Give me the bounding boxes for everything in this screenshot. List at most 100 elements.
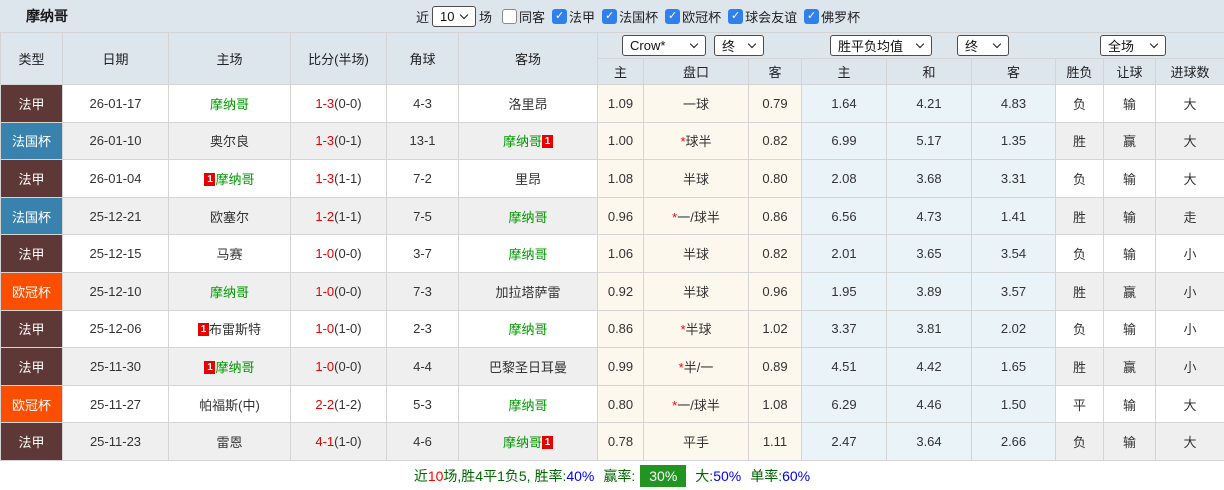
team-name: 马赛: [216, 247, 243, 263]
checkbox-checked-icon[interactable]: ✓: [602, 8, 618, 24]
fulltime-score: 1-2: [315, 208, 335, 224]
checkbox-label: 法国杯: [619, 9, 659, 25]
col-header-home: 主场: [168, 32, 291, 85]
recent-count-select[interactable]: 10: [432, 5, 477, 27]
summary-record: 场,胜4平1负5, 胜率:: [443, 467, 567, 484]
away-team: 摩纳哥 1: [458, 121, 598, 161]
topbar: 摩纳哥 近 10 场 同客 ✓ 法甲 ✓ 法国杯 ✓ 欧冠杯 ✓ 球会友谊 ✓ 佛罗杯: [0, 0, 1224, 32]
corners: 7-5: [386, 196, 459, 236]
avg-draw-odds: 4.21: [886, 84, 972, 123]
score-cell: 1-3(0-1): [290, 121, 387, 161]
league-badge: 法国杯: [0, 196, 63, 236]
chevron-down-icon: [459, 10, 469, 19]
home-team: 1 摩纳哥: [168, 159, 291, 198]
handicap-line: 一/球半: [677, 397, 720, 413]
summary-big-value: 50%: [713, 467, 742, 484]
avg-win-odds: 4.51: [801, 347, 887, 386]
filter-checkbox-item: ✓ 法甲: [552, 7, 595, 26]
goals-result: 大: [1154, 384, 1224, 424]
goals-result: 走: [1154, 196, 1224, 236]
match-result: 负: [1055, 84, 1104, 123]
asterisk-marker: *: [680, 134, 686, 150]
avg-draw-odds: 5.17: [886, 121, 972, 161]
match-date: 25-11-27: [62, 384, 169, 424]
checkbox-checked-icon[interactable]: ✓: [728, 8, 744, 24]
away-odds: 0.82: [748, 121, 802, 161]
col-header-away: 客场: [458, 32, 598, 85]
checkbox-checked-icon[interactable]: ✓: [552, 8, 568, 24]
avg-loss-odds: 1.35: [971, 121, 1056, 161]
halftime-score: (0-0): [334, 358, 362, 374]
score-cell: 1-3(1-1): [290, 159, 387, 198]
checkbox-unchecked-icon[interactable]: [502, 8, 518, 24]
goals-result: 大: [1154, 84, 1224, 123]
home-odds: 0.86: [597, 309, 644, 349]
handicap: *半球: [643, 309, 749, 349]
red-card-badge: 1: [542, 436, 553, 450]
home-odds: 0.78: [597, 422, 644, 461]
goals-result: 大: [1154, 159, 1224, 198]
halftime-score: (1-1): [334, 208, 362, 224]
red-card-badge: 1: [204, 172, 216, 186]
handicap-result: 输: [1103, 384, 1156, 424]
away-team: 摩纳哥: [458, 384, 598, 424]
avg-draw-odds: 3.89: [886, 271, 972, 311]
avg-type-select-value: 胜平负均值: [838, 39, 904, 54]
handicap: 一球: [643, 84, 749, 123]
bookmaker-select[interactable]: Crow*: [622, 35, 706, 56]
handicap-line: 半球: [682, 247, 709, 263]
fulltime-score: 1-0: [315, 246, 335, 262]
dropdown-row: Crow* 终 胜平负均值 终: [596, 32, 1224, 59]
avg-loss-odds: 2.02: [971, 309, 1056, 349]
team-name: 加拉塔萨雷: [495, 284, 561, 300]
league-badge: 欧冠杯: [0, 271, 63, 311]
handicap: 平手: [643, 422, 749, 461]
fulltime-score: 1-0: [315, 358, 335, 374]
fulltime-score: 4-1: [315, 434, 335, 450]
odds-stage-select[interactable]: 终: [714, 35, 764, 56]
filter-checkbox-item: ✓ 佛罗杯: [804, 7, 860, 26]
avg-draw-odds: 3.64: [886, 422, 972, 461]
avg-stage-select[interactable]: 终: [957, 35, 1009, 56]
period-select[interactable]: 全场: [1100, 35, 1166, 56]
table-row: 法国杯 26-01-10 奥尔良 1-3(0-1) 13-1 摩纳哥 1 1.00…: [0, 121, 1224, 161]
match-date: 26-01-04: [62, 159, 169, 198]
summary-winpct-value: 30%: [640, 464, 687, 487]
recent-count-value: 10: [440, 8, 455, 24]
match-date: 25-12-06: [62, 309, 169, 349]
avg-type-select[interactable]: 胜平负均值: [830, 35, 932, 56]
col-header-corners: 角球: [386, 32, 459, 85]
corners: 2-3: [386, 309, 459, 349]
col-header-avg-win: 主: [801, 58, 887, 85]
team-name: 摩纳哥: [502, 435, 542, 451]
score-cell: 1-0(0-0): [290, 347, 387, 386]
away-team: 摩纳哥 1: [458, 422, 598, 461]
team-name: 摩纳哥: [215, 171, 255, 187]
match-result: 胜: [1055, 347, 1104, 386]
home-team: 马赛: [168, 234, 291, 273]
checkbox-checked-icon[interactable]: ✓: [804, 8, 820, 24]
table-row: 法甲 25-12-15 马赛 1-0(0-0) 3-7 摩纳哥 1.06 半球 …: [0, 234, 1224, 273]
avg-win-odds: 6.29: [801, 384, 887, 424]
team-name: 摩纳哥: [209, 284, 249, 300]
handicap: *半/一: [643, 347, 749, 386]
bookmaker-select-value: Crow*: [630, 38, 666, 53]
home-odds: 0.92: [597, 271, 644, 311]
checkbox-checked-icon[interactable]: ✓: [665, 8, 681, 24]
summary-prefix: 近: [413, 467, 428, 484]
score-cell: 4-1(1-0): [290, 422, 387, 461]
away-team: 加拉塔萨雷: [458, 271, 598, 311]
handicap-result: 输: [1103, 196, 1156, 236]
avg-win-odds: 2.01: [801, 234, 887, 273]
team-name: 摩纳哥: [508, 322, 548, 338]
fulltime-score: 2-2: [315, 396, 335, 412]
league-badge: 法国杯: [0, 121, 63, 161]
halftime-score: (1-0): [334, 434, 362, 450]
avg-draw-odds: 3.68: [886, 159, 972, 198]
halftime-score: (0-0): [334, 95, 362, 111]
recent-suffix: 场: [479, 9, 493, 25]
fulltime-score: 1-3: [315, 95, 335, 111]
match-result: 负: [1055, 422, 1104, 461]
checkbox-label: 欧冠杯: [682, 9, 722, 25]
handicap-result: 输: [1103, 159, 1156, 198]
